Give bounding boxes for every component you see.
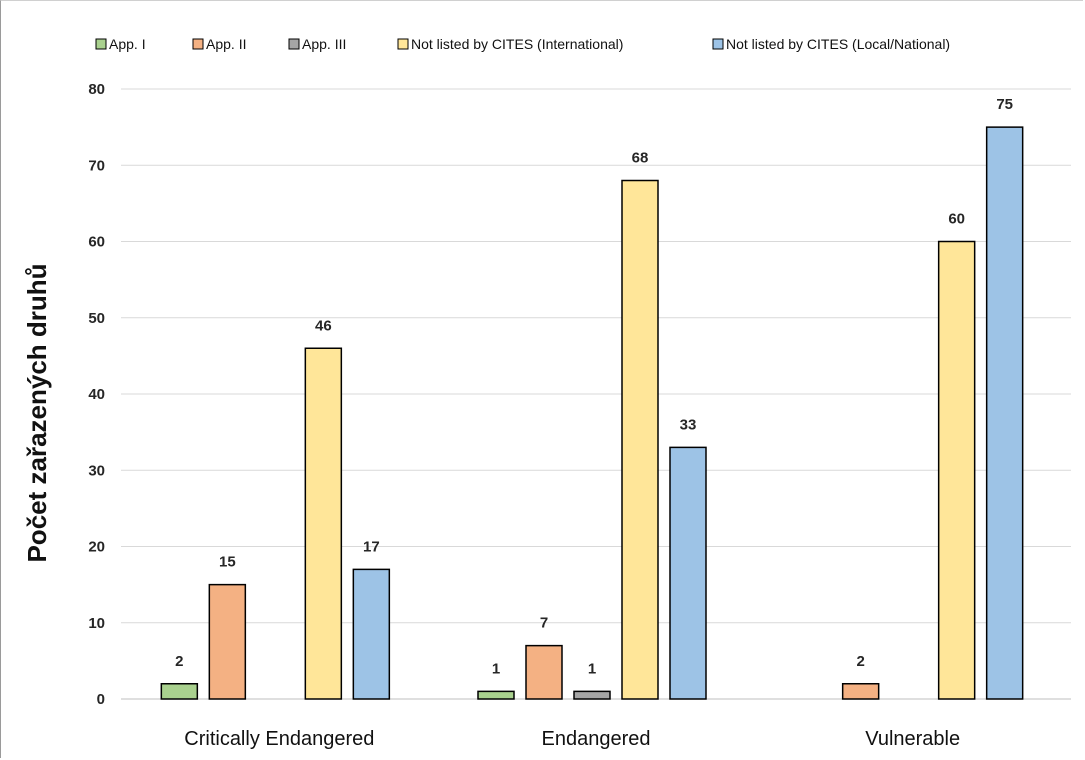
legend-label: Not listed by CITES (International)	[411, 36, 623, 52]
data-label: 68	[632, 150, 649, 167]
legend-swatch	[288, 38, 300, 50]
legend-label: App. II	[206, 36, 246, 52]
data-label: 2	[856, 653, 864, 670]
y-tick-label: 0	[97, 691, 105, 708]
bar	[208, 583, 247, 700]
data-label: 46	[315, 317, 332, 334]
category-label: Critically Endangered	[184, 728, 374, 750]
bar	[621, 179, 659, 700]
bar	[985, 126, 1024, 700]
y-axis-ticks: 0 10 20 30 40 50 60 70 80	[88, 81, 105, 708]
legend-label: App. III	[302, 36, 346, 52]
bar	[352, 568, 391, 700]
y-tick-label: 70	[88, 157, 105, 174]
y-tick-label: 30	[88, 462, 105, 479]
gridlines	[121, 88, 1071, 700]
legend-swatch	[397, 38, 409, 50]
legend-swatch	[192, 38, 204, 50]
bars	[160, 126, 1024, 700]
category-label: Vulnerable	[865, 728, 960, 750]
bar	[573, 690, 611, 700]
category-labels: Critically Endangered Endangered Vulnerabl…	[184, 728, 960, 750]
data-label: 1	[492, 660, 500, 677]
y-tick-label: 50	[88, 310, 105, 327]
y-tick-label: 40	[88, 386, 105, 403]
data-label: 17	[363, 538, 380, 555]
y-tick-label: 20	[88, 539, 105, 556]
legend-swatch	[712, 38, 724, 50]
data-label: 2	[175, 653, 183, 670]
bar	[304, 347, 343, 700]
y-tick-label: 80	[88, 81, 105, 98]
y-tick-label: 60	[88, 234, 105, 251]
legend: App. I App. II App. III Not listed by CITES…	[95, 36, 950, 52]
y-axis-label: Počet zařazených druhů	[22, 263, 52, 562]
data-label: 7	[540, 615, 548, 632]
bar	[841, 683, 880, 700]
data-label: 75	[996, 96, 1013, 113]
data-label: 1	[588, 660, 596, 677]
legend-label: App. I	[109, 36, 146, 52]
bar	[160, 683, 199, 700]
legend-label: Not listed by CITES (Local/National)	[726, 36, 950, 52]
legend-swatch	[95, 38, 107, 50]
y-tick-label: 10	[88, 615, 105, 632]
bar	[937, 240, 976, 700]
bar	[477, 690, 515, 700]
data-label: 15	[219, 554, 236, 571]
data-label: 33	[680, 416, 697, 433]
data-label: 60	[948, 211, 965, 228]
bar	[525, 644, 563, 700]
bar	[669, 446, 707, 700]
category-label: Endangered	[542, 728, 651, 750]
